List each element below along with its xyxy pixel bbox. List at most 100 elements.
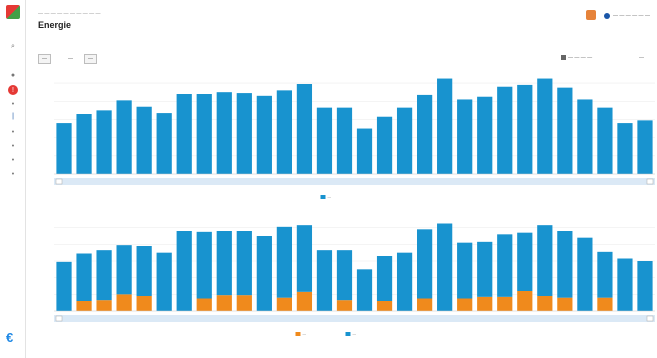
bar-series-1[interactable] — [477, 96, 493, 174]
legend-label[interactable]: — — [303, 333, 307, 337]
notification-icon[interactable] — [586, 10, 596, 20]
toolbar-button-1[interactable]: — — [38, 54, 51, 64]
bar-series-2[interactable] — [597, 251, 613, 298]
range-handle-right[interactable] — [646, 315, 654, 322]
bar-series-2[interactable] — [56, 261, 72, 311]
search-icon[interactable]: ⌕ — [11, 43, 15, 50]
bar-series-1[interactable] — [156, 113, 172, 174]
bar-series-1[interactable] — [236, 93, 252, 174]
bar-series-1[interactable] — [376, 116, 393, 174]
bar-series-1[interactable] — [477, 296, 493, 311]
avatar[interactable] — [604, 13, 610, 19]
toolbar-button-3[interactable]: — — [84, 54, 97, 64]
bar-series-2[interactable] — [376, 256, 393, 301]
dot-icon[interactable]: • — [11, 100, 15, 108]
bar-series-2[interactable] — [216, 231, 232, 296]
bar-series-1[interactable] — [96, 300, 112, 311]
dot-icon[interactable]: • — [11, 156, 15, 164]
bar-series-2[interactable] — [557, 231, 573, 298]
brand-logo[interactable] — [6, 5, 20, 19]
bar-series-2[interactable] — [296, 225, 313, 292]
bar-series-1[interactable] — [216, 295, 232, 311]
bar-series-1[interactable] — [557, 87, 573, 174]
bar-series-2[interactable] — [76, 253, 92, 302]
bar-series-2[interactable] — [276, 226, 292, 298]
bar-series-1[interactable] — [176, 94, 192, 174]
bar-series-1[interactable] — [136, 106, 152, 174]
bar-series-1[interactable] — [56, 123, 72, 174]
bar-series-1[interactable] — [276, 90, 292, 174]
bar-series-1[interactable] — [116, 100, 132, 174]
bar-series-1[interactable] — [497, 296, 513, 311]
legend-swatch[interactable] — [295, 332, 301, 336]
range-handle-left[interactable] — [55, 178, 63, 185]
bar-series-2[interactable] — [396, 252, 413, 311]
bar-series-1[interactable] — [396, 107, 413, 174]
bar-series-2[interactable] — [477, 241, 493, 297]
bar-series-1[interactable] — [457, 298, 473, 312]
active-nav-icon[interactable]: | — [12, 112, 14, 120]
range-handle-left[interactable] — [55, 315, 63, 322]
legend-label[interactable]: — — [328, 196, 332, 200]
bar-series-1[interactable] — [417, 94, 433, 174]
bar-series-2[interactable] — [96, 250, 112, 301]
bar-series-2[interactable] — [356, 269, 373, 311]
bar-series-2[interactable] — [437, 223, 453, 312]
dot-icon[interactable]: • — [11, 142, 15, 150]
bar-series-1[interactable] — [557, 297, 573, 311]
bar-series-1[interactable] — [497, 86, 513, 174]
alert-icon[interactable]: ! — [8, 85, 18, 95]
bar-series-1[interactable] — [116, 294, 132, 311]
bar-series-1[interactable] — [537, 78, 553, 174]
bar-series-2[interactable] — [256, 236, 272, 311]
bar-series-1[interactable] — [76, 301, 92, 311]
bar-series-1[interactable] — [417, 298, 433, 312]
toolbar-button-2[interactable]: — — [68, 56, 73, 62]
bar-series-1[interactable] — [637, 120, 653, 174]
bar-series-2[interactable] — [637, 261, 653, 311]
bar-series-2[interactable] — [136, 246, 152, 296]
bar-series-2[interactable] — [156, 252, 172, 311]
range-handle-right[interactable] — [646, 178, 654, 185]
bar-series-2[interactable] — [236, 231, 252, 296]
bar-series-2[interactable] — [537, 225, 553, 296]
bar-series-1[interactable] — [236, 295, 252, 311]
bar-series-1[interactable] — [517, 291, 533, 311]
bar-series-1[interactable] — [336, 107, 353, 174]
bar-series-1[interactable] — [296, 84, 313, 174]
bar-series-2[interactable] — [457, 242, 473, 299]
bar-series-2[interactable] — [517, 232, 533, 291]
bar-series-2[interactable] — [316, 250, 333, 311]
bar-series-1[interactable] — [336, 300, 353, 311]
bar-series-1[interactable] — [537, 296, 553, 311]
bar-series-1[interactable] — [196, 94, 212, 174]
bar-series-2[interactable] — [417, 229, 433, 299]
bar-series-1[interactable] — [517, 84, 533, 174]
bar-series-1[interactable] — [597, 297, 613, 311]
range-navigator[interactable] — [54, 178, 655, 185]
legend-swatch[interactable] — [320, 195, 326, 199]
bar-series-2[interactable] — [196, 231, 212, 299]
bar-series-1[interactable] — [256, 95, 272, 174]
bar-series-1[interactable] — [196, 298, 212, 312]
bar-series-1[interactable] — [376, 301, 393, 311]
bar-series-2[interactable] — [116, 245, 132, 295]
legend-label[interactable]: — — [353, 333, 357, 337]
bar-series-2[interactable] — [577, 237, 593, 311]
bar-series-1[interactable] — [356, 128, 373, 174]
bar-series-2[interactable] — [336, 250, 353, 301]
circle-icon[interactable]: ● — [10, 71, 16, 79]
user-name[interactable]: — — — — — — — [613, 13, 650, 19]
legend-swatch[interactable] — [345, 332, 351, 336]
date-range-picker[interactable]: — — — — — [561, 55, 592, 64]
bar-series-1[interactable] — [76, 114, 92, 174]
bar-series-1[interactable] — [316, 107, 333, 174]
bar-series-2[interactable] — [617, 258, 633, 312]
bar-series-2[interactable] — [176, 231, 192, 311]
dot-icon[interactable]: • — [11, 128, 15, 136]
dot-icon[interactable]: • — [11, 170, 15, 178]
bar-series-1[interactable] — [617, 123, 633, 174]
bar-series-1[interactable] — [457, 99, 473, 174]
bar-series-1[interactable] — [136, 296, 152, 311]
range-navigator[interactable] — [54, 315, 655, 322]
